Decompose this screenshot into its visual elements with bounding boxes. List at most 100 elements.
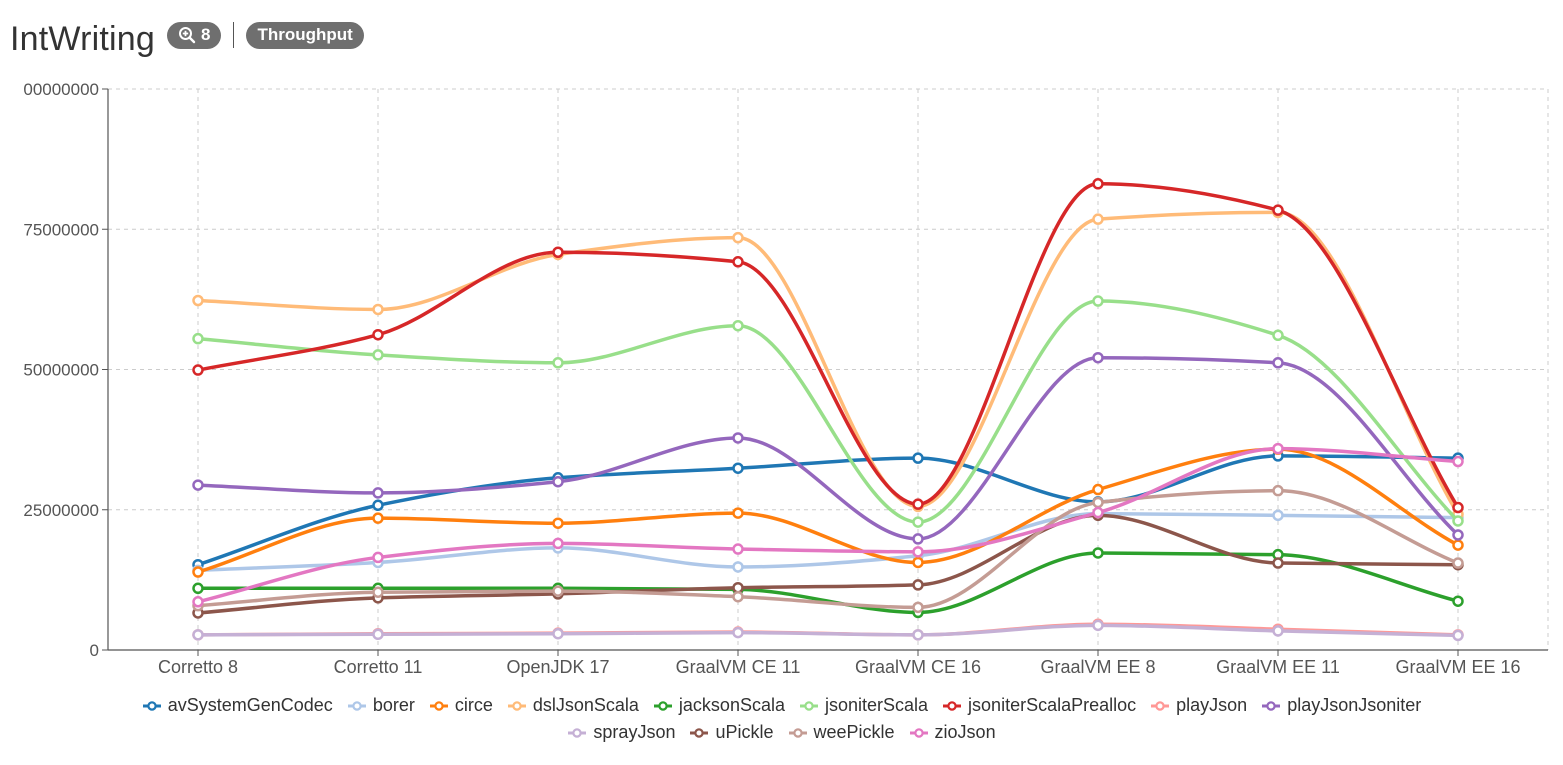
data-point[interactable] [1452,529,1464,541]
legend-item-uPickle[interactable]: uPickle [689,719,774,746]
data-point[interactable] [732,319,744,332]
data-point[interactable] [1452,501,1464,514]
data-point[interactable] [192,566,204,578]
data-point[interactable] [1272,484,1284,497]
legend-item-jsoniterScala[interactable]: jsoniterScala [799,692,928,719]
data-point[interactable] [912,556,924,569]
series-line[interactable] [196,454,1460,567]
legend-item-weePickle[interactable]: weePickle [788,719,895,746]
data-point[interactable] [1272,625,1284,637]
data-point[interactable] [552,357,564,369]
series-line[interactable] [196,299,1460,524]
data-point[interactable] [1272,204,1284,216]
data-point[interactable] [732,561,744,573]
legend-label: sprayJson [593,722,676,742]
data-point[interactable] [1452,515,1464,527]
series-line[interactable] [196,488,1460,610]
data-point[interactable] [372,303,384,316]
data-point[interactable] [552,475,564,488]
throughput-badge[interactable]: Throughput [246,21,364,49]
data-point[interactable] [1452,595,1464,607]
legend-label: uPickle [715,722,774,742]
data-point[interactable] [912,516,924,528]
legend-label: avSystemGenCodec [167,695,333,715]
data-point[interactable] [372,551,384,564]
legend-item-jacksonScala[interactable]: jacksonScala [653,692,785,719]
data-point[interactable] [372,512,384,524]
data-point[interactable] [732,231,744,244]
data-point[interactable] [1092,506,1104,519]
data-point[interactable] [552,627,564,640]
data-point[interactable] [372,487,384,499]
series-zioJson [192,442,1464,608]
legend-item-playJsonJsoniter[interactable]: playJsonJsoniter [1261,692,1421,719]
data-point[interactable] [552,517,564,529]
data-point[interactable] [192,629,204,641]
data-point[interactable] [372,349,384,361]
data-point[interactable] [732,581,744,594]
series-line[interactable] [196,182,1460,510]
data-point[interactable] [732,432,744,444]
data-point[interactable] [192,596,204,608]
data-point[interactable] [732,543,744,555]
data-point[interactable] [192,479,204,491]
series-line[interactable] [196,513,1460,615]
data-point[interactable] [1092,295,1104,307]
legend-item-jsoniterScalaPrealloc[interactable]: jsoniterScalaPrealloc [942,692,1136,719]
data-point[interactable] [1452,557,1464,569]
legend-item-avSystemGenCodec[interactable]: avSystemGenCodec [142,692,333,719]
data-point[interactable] [552,585,564,597]
data-point[interactable] [732,590,744,603]
data-point[interactable] [372,499,384,512]
legend-item-sprayJson[interactable]: sprayJson [567,719,675,746]
data-point[interactable] [912,601,924,614]
data-point[interactable] [372,586,384,598]
data-point[interactable] [1092,547,1104,559]
legend-swatch [429,700,448,711]
data-point[interactable] [912,533,924,545]
data-point[interactable] [1092,351,1104,364]
zoom-badge[interactable]: 8 [166,21,222,49]
data-point[interactable] [912,498,924,510]
data-point[interactable] [192,364,204,376]
legend-item-dslJsonScala[interactable]: dslJsonScala [507,692,639,719]
legend-item-playJson[interactable]: playJson [1150,692,1247,719]
data-point[interactable] [732,256,744,268]
legend-item-borer[interactable]: borer [347,692,415,719]
data-point[interactable] [732,626,744,639]
data-point[interactable] [192,332,204,345]
data-point[interactable] [1452,629,1464,642]
data-point[interactable] [552,246,564,259]
data-point[interactable] [192,582,204,595]
data-point[interactable] [552,537,564,550]
legend-swatch [943,700,962,711]
data-point[interactable] [192,294,204,307]
legend-item-zioJson[interactable]: zioJson [909,719,996,746]
data-point[interactable] [1452,539,1464,551]
data-point[interactable] [372,328,384,341]
y-tick-label: 00000000 [23,80,99,99]
data-point[interactable] [1092,619,1104,632]
data-point[interactable] [1272,329,1284,342]
data-point[interactable] [732,507,744,519]
data-point[interactable] [912,452,924,464]
data-point[interactable] [1092,483,1104,496]
series-line[interactable] [196,446,1460,604]
data-point[interactable] [372,628,384,641]
data-point[interactable] [1092,496,1104,509]
data-point[interactable] [1092,213,1104,225]
data-point[interactable] [1272,557,1284,569]
series-line[interactable] [196,511,1460,573]
series-line[interactable] [196,623,1460,638]
data-point[interactable] [732,462,744,474]
data-point[interactable] [912,546,924,558]
data-point[interactable] [1272,442,1284,455]
data-point[interactable] [1452,455,1464,468]
data-point[interactable] [912,579,924,591]
x-tick-label: GraalVM CE 16 [855,657,981,677]
data-point[interactable] [912,629,924,641]
data-point[interactable] [1092,178,1104,190]
data-point[interactable] [1272,357,1284,369]
legend-item-circe[interactable]: circe [429,692,493,719]
data-point[interactable] [1272,509,1284,522]
